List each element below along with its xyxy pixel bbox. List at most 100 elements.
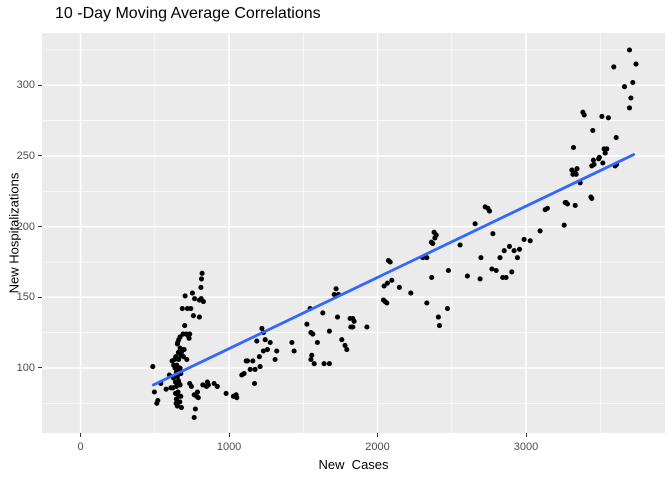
data-point (264, 347, 270, 353)
data-point (574, 166, 580, 172)
data-point (179, 306, 185, 312)
data-point (630, 79, 636, 86)
data-point (247, 366, 253, 372)
y-tick-label: 100 (16, 361, 35, 374)
data-point (521, 236, 527, 242)
data-point (259, 325, 265, 331)
data-point (194, 389, 201, 395)
data-point (628, 95, 634, 101)
data-point (267, 339, 273, 346)
data-point (537, 228, 543, 234)
data-point (424, 300, 430, 306)
data-point (177, 399, 183, 405)
data-point (198, 276, 205, 282)
x-tick-label: 0 (77, 441, 84, 453)
data-point (314, 339, 320, 346)
data-point (605, 115, 611, 121)
data-point (626, 105, 633, 111)
data-point (151, 389, 157, 395)
data-point (489, 266, 495, 272)
data-point (604, 146, 610, 152)
y-tick-mark (38, 84, 42, 86)
data-point (198, 284, 204, 290)
data-point (321, 361, 327, 367)
x-tick-mark (80, 433, 82, 437)
data-point (304, 321, 310, 327)
data-point (573, 171, 579, 177)
data-point (384, 300, 390, 306)
data-point (429, 274, 435, 281)
data-point (430, 241, 436, 247)
data-point (190, 313, 196, 319)
data-point (244, 358, 251, 364)
data-point (155, 397, 161, 404)
data-point (497, 255, 503, 261)
data-point (435, 314, 441, 320)
data-point (186, 335, 192, 341)
x-tick-mark (377, 433, 379, 437)
data-point (477, 276, 483, 282)
data-point (472, 221, 478, 227)
data-point (344, 347, 350, 353)
data-point (189, 290, 195, 296)
data-point (311, 361, 317, 367)
data-point (339, 337, 345, 343)
y-axis-title: New Hospitalizations (6, 172, 22, 294)
data-point (260, 348, 266, 354)
x-tick-label: 1000 (216, 441, 242, 453)
data-point (223, 390, 229, 396)
data-point (350, 324, 356, 330)
data-point (241, 371, 247, 377)
data-point (291, 348, 297, 354)
data-point (633, 61, 639, 67)
data-point (150, 364, 156, 370)
y-tick-label: 250 (16, 149, 35, 162)
data-point (581, 112, 587, 118)
data-point (310, 331, 316, 337)
data-point (188, 383, 194, 389)
data-point (326, 328, 332, 334)
data-point (254, 338, 260, 344)
data-point (320, 310, 326, 316)
data-point (590, 157, 596, 163)
data-point (506, 243, 513, 249)
y-tick-mark (38, 226, 42, 228)
data-point (564, 201, 571, 207)
data-point (178, 405, 184, 411)
data-point (334, 314, 341, 320)
data-point (342, 342, 348, 348)
data-point (178, 393, 184, 399)
data-point (192, 406, 198, 412)
x-axis-title: New Cases (318, 457, 389, 472)
data-point (511, 248, 517, 254)
data-point (599, 113, 605, 119)
data-point (274, 348, 280, 354)
data-point (272, 356, 278, 363)
data-point (256, 354, 262, 360)
data-point (205, 382, 211, 388)
data-point (589, 195, 595, 201)
data-point (387, 259, 393, 265)
data-point (177, 382, 183, 388)
y-tick-label: 200 (16, 220, 35, 233)
scatter-plot-canvas (42, 33, 665, 433)
data-point (596, 154, 602, 160)
data-point (490, 231, 496, 237)
data-point (174, 403, 180, 409)
data-point (308, 356, 314, 363)
data-point (424, 255, 430, 261)
data-point (331, 291, 337, 298)
data-point (600, 160, 606, 166)
chart-title: 10 -Day Moving Average Correlations (55, 5, 321, 22)
data-point (176, 356, 182, 363)
data-point (177, 345, 183, 351)
x-tick-mark (525, 433, 527, 437)
data-point (184, 356, 190, 363)
data-point (200, 299, 206, 305)
data-point (436, 323, 443, 329)
data-point (396, 284, 402, 290)
x-tick-mark (228, 433, 230, 437)
data-point (234, 395, 240, 401)
y-tick-mark (38, 367, 42, 369)
data-point (486, 208, 493, 214)
